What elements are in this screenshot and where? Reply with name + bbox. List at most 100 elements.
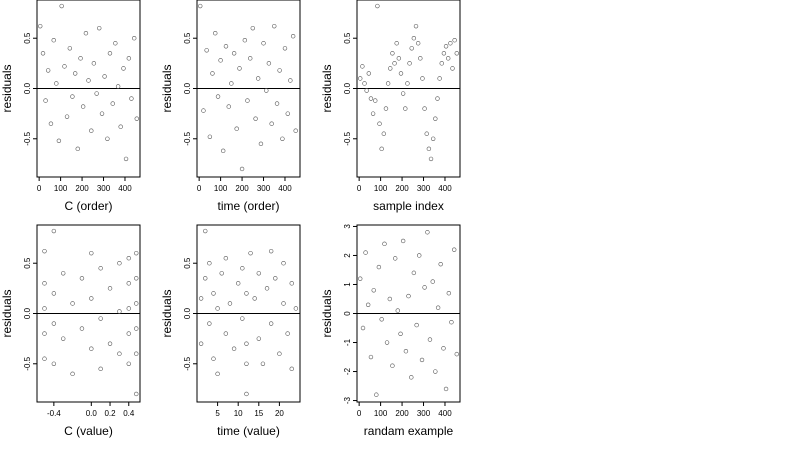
- data-point: [407, 61, 412, 66]
- data-point: [285, 111, 290, 116]
- x-tick-label: 0: [197, 184, 202, 193]
- data-point: [210, 71, 215, 76]
- data-point: [240, 316, 245, 321]
- data-point: [98, 316, 103, 321]
- x-axis-title: randam example: [364, 424, 454, 438]
- y-tick-label: 0.5: [23, 257, 32, 269]
- x-tick-label: 400: [118, 184, 132, 193]
- data-point: [134, 116, 139, 121]
- data-point: [91, 61, 97, 66]
- data-point: [256, 336, 261, 341]
- y-axis-title: residuals: [160, 289, 174, 337]
- x-tick-label: -0.4: [47, 409, 61, 418]
- x-tick-label: 200: [395, 184, 409, 193]
- x-tick-label: 0: [357, 409, 362, 418]
- data-point: [450, 66, 455, 71]
- data-point: [97, 25, 102, 31]
- data-point: [388, 66, 393, 71]
- data-point: [227, 301, 233, 306]
- y-tick-label: 0.0: [343, 82, 352, 94]
- data-point: [42, 248, 47, 254]
- x-tick-label: 15: [254, 409, 263, 418]
- data-point: [244, 341, 249, 346]
- y-tick-label: -0.5: [183, 356, 192, 370]
- data-point: [441, 346, 446, 351]
- data-point: [256, 271, 261, 276]
- data-point: [448, 41, 453, 46]
- data-point: [79, 276, 85, 281]
- data-point: [268, 321, 274, 326]
- data-point: [244, 291, 249, 296]
- data-point: [288, 78, 293, 83]
- data-point: [255, 76, 261, 81]
- data-point: [250, 25, 255, 31]
- data-point: [40, 51, 46, 56]
- x-tick-label: 300: [417, 184, 431, 193]
- y-tick-label: 3: [343, 224, 352, 229]
- x-axis-title: C (order): [64, 199, 112, 213]
- y-axis-title: residuals: [0, 289, 14, 337]
- data-point: [126, 255, 131, 261]
- y-tick-label: -0.5: [23, 131, 32, 145]
- data-point: [289, 366, 294, 372]
- data-point: [207, 134, 213, 139]
- data-point: [226, 104, 231, 109]
- x-tick-label: 20: [275, 409, 284, 418]
- data-point: [94, 91, 99, 96]
- data-point: [437, 76, 442, 81]
- data-point: [132, 36, 137, 41]
- data-point: [424, 131, 429, 136]
- data-point: [293, 306, 299, 311]
- data-point: [51, 291, 57, 296]
- data-point: [105, 136, 110, 141]
- x-tick-label: 200: [235, 184, 249, 193]
- data-point: [373, 98, 378, 103]
- data-point: [384, 340, 390, 345]
- data-point: [75, 146, 80, 152]
- data-point: [362, 81, 367, 86]
- data-point: [70, 371, 75, 377]
- data-point: [280, 136, 285, 141]
- data-point: [218, 58, 223, 63]
- data-point: [231, 51, 237, 56]
- data-point: [400, 91, 406, 96]
- data-point: [266, 61, 272, 66]
- data-point: [281, 301, 286, 306]
- data-point: [260, 361, 266, 366]
- data-point: [89, 296, 94, 301]
- data-point: [272, 23, 277, 29]
- data-point: [454, 351, 459, 357]
- data-point: [293, 128, 298, 133]
- data-point: [64, 114, 70, 119]
- data-point: [198, 296, 204, 301]
- x-tick-label: 200: [75, 184, 89, 193]
- scatter-panel-5: 5 10 15 20 -0.5 0.0 0.5 time (value) residuals: [160, 224, 301, 438]
- data-point: [245, 98, 250, 103]
- data-point: [229, 81, 234, 86]
- x-axis-title: time (value): [217, 424, 280, 438]
- data-point: [134, 301, 139, 306]
- data-point: [56, 138, 62, 143]
- data-point: [42, 281, 47, 286]
- data-point: [126, 306, 131, 311]
- data-point: [422, 285, 427, 290]
- data-point: [211, 356, 216, 361]
- data-point: [203, 228, 208, 234]
- data-point: [42, 306, 47, 311]
- x-tick-label: 0.4: [123, 409, 135, 418]
- data-point: [282, 46, 288, 51]
- y-tick-label: -0.5: [23, 356, 32, 370]
- data-point: [72, 71, 78, 76]
- data-point: [215, 94, 221, 99]
- data-point: [248, 56, 253, 61]
- data-point: [123, 156, 129, 162]
- data-point: [443, 386, 449, 392]
- data-point: [376, 264, 382, 270]
- y-tick-label: -0.5: [343, 131, 352, 145]
- data-point: [43, 98, 48, 103]
- scatter-panel-4: -0.4 0.0 0.2 0.4 -0.5 0.0 0.5 C (value) residual…: [0, 224, 141, 438]
- data-point: [392, 61, 397, 66]
- data-point: [223, 255, 229, 261]
- data-point: [289, 281, 294, 286]
- data-point: [126, 331, 131, 336]
